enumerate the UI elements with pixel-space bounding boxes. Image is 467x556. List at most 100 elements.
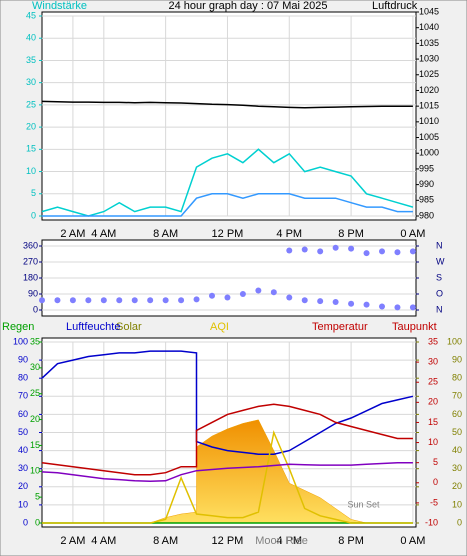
direction-point — [394, 304, 401, 311]
legend-entry: Luftfeuchte — [66, 321, 120, 333]
x-tick-label: 0 AM — [400, 535, 425, 547]
direction-point — [348, 245, 355, 252]
y-tick-label: 60 — [18, 409, 28, 419]
y2-tick-label: 1040 — [419, 22, 439, 32]
y-tick-label: 270 — [23, 256, 38, 266]
y2-tick-label: O — [436, 288, 443, 298]
direction-point — [379, 248, 385, 255]
direction-point — [301, 297, 308, 304]
y3-tick-label: 35 — [30, 336, 40, 346]
x-tick-label: 0 AM — [400, 228, 425, 240]
y3-tick-label: 30 — [30, 362, 40, 372]
y4-tick-label: 80 — [452, 373, 462, 383]
annotation: Moon Rise — [255, 535, 308, 547]
direction-point — [348, 300, 355, 307]
y4-tick-label: 10 — [452, 499, 462, 509]
y-axis-title: Windstärke — [32, 0, 87, 12]
y-tick-label: 0 — [23, 517, 28, 527]
direction-point — [394, 249, 401, 256]
direction-point — [147, 297, 154, 304]
y-tick-label: 30 — [18, 463, 28, 473]
y2-tick-label: N — [436, 240, 443, 250]
y3-tick-label: 10 — [30, 466, 40, 476]
x-tick-label: 4 AM — [91, 228, 116, 240]
y4-tick-label: 40 — [452, 445, 462, 455]
y2-tick-label: 1010 — [419, 116, 439, 126]
x-tick-label: 12 PM — [212, 535, 244, 547]
direction-point — [85, 297, 92, 304]
direction-point — [178, 297, 185, 304]
y-tick-label: 20 — [18, 481, 28, 491]
y-tick-label: 40 — [18, 445, 28, 455]
y2-axis-title: Luftdruck — [372, 0, 418, 12]
y-tick-label: 25 — [26, 99, 36, 109]
y-tick-label: 10 — [18, 499, 28, 509]
y3-tick-label: 20 — [30, 414, 40, 424]
y-tick-label: 0 — [31, 210, 36, 220]
y4-tick-label: 60 — [452, 409, 462, 419]
y-tick-label: 50 — [18, 427, 28, 437]
y4-tick-label: 70 — [452, 391, 462, 401]
direction-point — [116, 297, 123, 304]
direction-point — [409, 248, 416, 255]
y3-tick-label: 15 — [30, 440, 40, 450]
y-tick-label: 80 — [18, 373, 28, 383]
y-tick-label: 70 — [18, 391, 28, 401]
direction-point — [270, 289, 277, 296]
y4-tick-label: 30 — [452, 463, 462, 473]
y-tick-label: 40 — [26, 33, 36, 43]
y2-tick-label: -5 — [430, 497, 438, 507]
direction-point — [332, 299, 339, 305]
y-tick-label: 90 — [18, 354, 28, 364]
y-tick-label: 0 — [33, 304, 38, 314]
direction-point — [379, 303, 385, 310]
direction-point — [162, 297, 169, 304]
series-line — [42, 429, 413, 524]
y2-tick-label: -10 — [425, 517, 438, 527]
y2-tick-label: N — [436, 304, 443, 314]
annotation: Sun Set — [347, 499, 380, 509]
x-tick-label: 4 AM — [91, 535, 116, 547]
x-tick-label: 2 AM — [60, 228, 85, 240]
direction-point — [363, 301, 370, 308]
y-tick-label: 100 — [13, 336, 28, 346]
y2-tick-label: 1035 — [419, 38, 439, 48]
direction-point — [286, 294, 293, 301]
y-tick-label: 10 — [26, 166, 36, 176]
y2-tick-label: 995 — [419, 163, 434, 173]
direction-point — [301, 246, 308, 253]
direction-point — [54, 297, 61, 304]
y-tick-label: 5 — [31, 188, 36, 198]
direction-point — [286, 247, 293, 254]
y2-tick-label: 980 — [419, 210, 434, 220]
direction-point — [317, 248, 324, 255]
x-tick-label: 8 PM — [338, 228, 364, 240]
y3-tick-label: 0 — [35, 517, 40, 527]
y4-tick-label: 0 — [457, 517, 462, 527]
y-tick-label: 45 — [26, 10, 36, 20]
y2-tick-label: 25 — [428, 377, 438, 387]
y4-tick-label: 100 — [447, 336, 462, 346]
series-line — [41, 461, 413, 482]
direction-point — [193, 296, 200, 303]
y2-tick-label: S — [436, 272, 442, 282]
series-line — [42, 193, 413, 217]
y2-tick-label: W — [436, 256, 445, 266]
y-tick-label: 180 — [23, 272, 38, 282]
x-tick-label: 4 PM — [276, 535, 302, 547]
series-line — [41, 350, 414, 455]
y2-tick-label: 0 — [433, 477, 438, 487]
direction-point — [100, 297, 107, 304]
y2-tick-label: 1000 — [419, 148, 439, 158]
direction-point — [332, 244, 339, 251]
series-line — [41, 403, 413, 476]
direction-point — [317, 298, 324, 305]
direction-point — [69, 297, 76, 304]
y2-tick-label: 1025 — [419, 69, 439, 79]
series-line — [41, 148, 414, 217]
legend-entry: Temperatur — [312, 321, 368, 333]
plot-area — [41, 11, 417, 221]
direction-point — [209, 292, 215, 299]
direction-point — [39, 297, 45, 304]
